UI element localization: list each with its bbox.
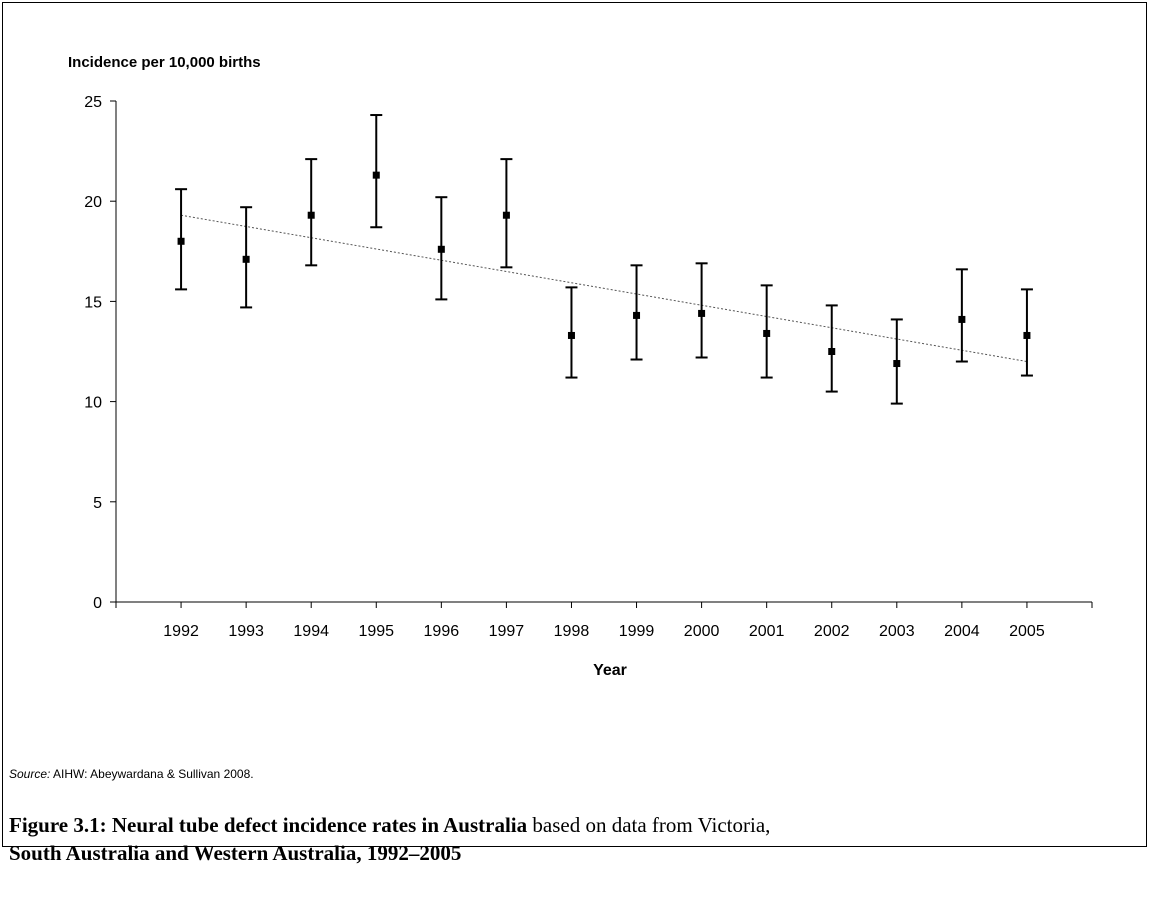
y-tick-label: 10 [84,395,102,412]
x-tick-label: 2003 [879,623,915,640]
x-tick-label: 1999 [619,623,655,640]
x-tick-label: 2001 [749,623,785,640]
source-text: AIHW: Abeywardana & Sullivan 2008. [50,767,254,781]
x-tick-label: 2004 [944,623,980,640]
data-point [437,245,445,253]
data-point [958,315,966,323]
trendline [180,214,1028,363]
data-point-group [435,196,448,301]
chart-axes [115,101,1092,603]
caption-rest: based on data from Victoria, [527,813,771,837]
data-point-group [955,268,968,363]
x-tick-label: 2000 [684,623,720,640]
caption-line2: South Australia and Western Australia, 1… [9,841,462,865]
source-note: Source: AIHW: Abeywardana & Sullivan 200… [9,767,254,781]
trendline-group [180,214,1028,363]
figure-frame [2,2,1147,847]
data-point [893,360,901,368]
data-point-group [760,284,773,379]
y-tick-label: 0 [93,595,102,612]
y-axis-ticks: 0 5 10 15 20 25 [84,94,116,612]
caption-title: Figure 3.1: Neural tube defect incidence… [9,813,528,837]
x-tick-label: 1996 [424,623,460,640]
y-axis-title: Incidence per 10,000 births [68,54,261,71]
x-axis-title: Year [593,662,627,679]
x-tick-label: 1993 [228,623,264,640]
x-tick-label: 2002 [814,623,850,640]
data-point [763,329,771,337]
data-point-group [1020,288,1033,377]
data-point [1023,331,1031,339]
y-tick-label: 25 [84,94,102,111]
data-point-group [305,158,318,267]
data-point-group [695,262,708,359]
data-point [307,211,315,219]
data-point-group [500,158,513,269]
data-point [633,311,641,319]
x-tick-label: 1998 [554,623,590,640]
data-point [698,309,706,317]
data-point-group [630,264,643,361]
data-point [502,211,510,219]
data-point [567,331,575,339]
data-point-group [565,286,578,379]
data-marks [175,114,1033,405]
data-point [372,171,380,179]
x-tick-label: 1995 [358,623,394,640]
data-point-group [240,206,253,309]
x-tick-label: 1992 [163,623,199,640]
data-point-group [175,188,188,291]
data-point-group [825,304,838,393]
x-tick-label: 2005 [1009,623,1045,640]
data-point-group [890,318,903,405]
data-point-group [370,114,383,229]
y-tick-label: 20 [84,194,102,211]
y-tick-label: 15 [84,294,102,311]
source-label: Source: [9,767,51,781]
y-tick-label: 5 [93,495,102,512]
data-point [242,255,250,263]
figure-caption: Figure 3.1: Neural tube defect incidence… [9,811,1139,867]
x-axis-ticks: 1992 1993 1994 1995 1996 1997 1998 1999 2000 2001… [115,602,1093,640]
data-point [828,348,836,355]
data-point [177,237,185,245]
x-tick-label: 1997 [489,623,525,640]
x-tick-label: 1994 [293,623,329,640]
